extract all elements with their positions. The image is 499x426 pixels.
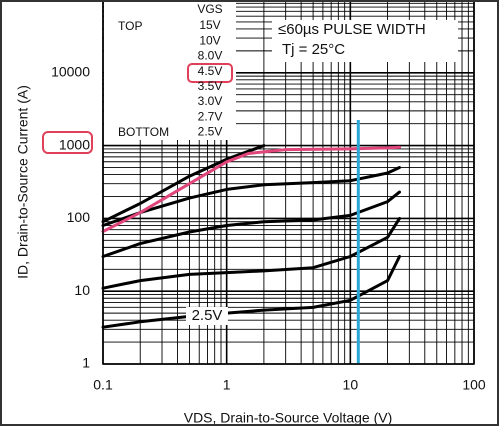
highlight-box — [187, 63, 233, 83]
annotation: ≤60µs PULSE WIDTH — [278, 21, 426, 38]
legend-bottom: BOTTOM — [118, 125, 169, 139]
y-tick-label: 10000 — [51, 64, 90, 80]
highlight-box — [42, 131, 93, 154]
x-tick-label: 1 — [223, 377, 231, 393]
legend-value: 10V — [199, 33, 220, 47]
plot-frame — [102, 0, 475, 365]
legend-value: 3.5V — [198, 79, 223, 93]
curve-label: 2.5V — [192, 307, 223, 324]
legend-value: 2.7V — [198, 109, 223, 123]
x-tick-label: 0.1 — [93, 377, 113, 393]
y-tick-label: 100 — [67, 209, 91, 225]
legend-value: 15V — [199, 18, 220, 32]
y-tick-label: 1 — [82, 355, 90, 371]
curve — [101, 216, 401, 290]
curve — [101, 166, 401, 227]
curve — [101, 190, 401, 258]
legend-value: 2.5V — [198, 125, 223, 139]
y-tick-label: 10 — [74, 282, 90, 298]
x-tick-label: 100 — [462, 377, 486, 393]
annotation-background — [272, 20, 458, 62]
legend-value: 4.5V — [198, 64, 223, 78]
legend-title: VGS — [197, 2, 222, 16]
annotation: Tj = 25°C — [282, 41, 345, 58]
curve — [101, 255, 401, 329]
legend-value: 8.0V — [198, 49, 223, 63]
curve — [101, 145, 401, 233]
curve-label-background — [186, 307, 228, 325]
legend-top: TOP — [118, 19, 142, 33]
curve — [101, 144, 266, 224]
marks — [101, 120, 401, 364]
x-tick-label: 10 — [343, 377, 359, 393]
legend-background — [104, 0, 236, 140]
y-tick-label: 1000 — [59, 136, 90, 152]
legend-value: 3.0V — [198, 94, 223, 108]
y-axis-label: ID, Drain-to-Source Current (A) — [15, 85, 31, 279]
x-axis-label: VDS, Drain-to-Source Voltage (V) — [184, 410, 393, 426]
